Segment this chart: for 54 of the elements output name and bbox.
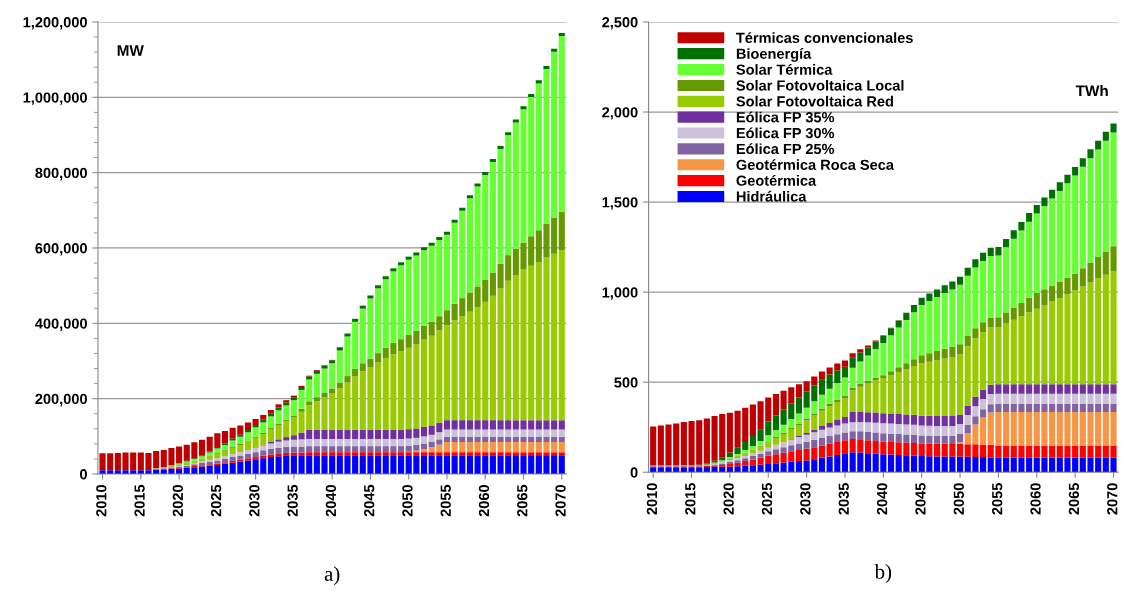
x-tick-label: 2070 bbox=[1107, 483, 1118, 515]
y-tick-label: 2,000 bbox=[602, 107, 638, 120]
legend-label: Hidráulica bbox=[736, 190, 807, 202]
x-tick-label: 2035 bbox=[287, 484, 298, 517]
x-tick-label: 2040 bbox=[325, 485, 337, 517]
legend-label: Bioenergía bbox=[736, 48, 812, 62]
legend-label: Solar Fotovoltaica Local bbox=[736, 79, 904, 91]
text: b) bbox=[874, 564, 892, 583]
y-tick-label: 1,500 bbox=[602, 197, 638, 210]
x-tick-label: 2055 bbox=[992, 483, 1003, 515]
text: a) bbox=[324, 566, 340, 586]
x-tick-label: 2020 bbox=[723, 483, 734, 515]
y-tick-label: 0 bbox=[80, 469, 87, 480]
annotation: TWh bbox=[1075, 85, 1108, 97]
y-tick-label: 800,000 bbox=[35, 167, 87, 181]
y-tick-label: 0 bbox=[630, 467, 638, 478]
y-tick-label: 400,000 bbox=[35, 318, 87, 331]
x-tick-label: 2030 bbox=[800, 483, 811, 515]
x-tick-label: 2010 bbox=[646, 483, 658, 515]
x-tick-label: 2050 bbox=[953, 483, 964, 515]
x-tick-label: 2060 bbox=[478, 485, 490, 517]
x-tick-label: 2045 bbox=[364, 484, 375, 517]
legend-label: Eólica FP 35% bbox=[736, 111, 835, 123]
x-tick-label: 2045 bbox=[915, 483, 926, 515]
annotation: MW bbox=[117, 45, 144, 56]
x-tick-label: 2035 bbox=[838, 483, 849, 515]
y-tick-label: 1,000 bbox=[602, 287, 638, 300]
x-tick-label: 2065 bbox=[1068, 483, 1080, 515]
x-tick-label: 2060 bbox=[1030, 483, 1041, 515]
x-tick-label: 2025 bbox=[761, 483, 773, 515]
y-tick-label: 1,000,000 bbox=[23, 92, 87, 105]
legend-label: Solar Térmica bbox=[736, 63, 833, 75]
x-tick-label: 2055 bbox=[440, 484, 451, 517]
legend-label: Eólica FP 30% bbox=[736, 127, 835, 139]
x-tick-label: 2030 bbox=[249, 485, 260, 517]
x-tick-label: 2070 bbox=[555, 485, 566, 517]
y-tick-label: 500 bbox=[614, 377, 638, 388]
legend-label: Térmicas convencionales bbox=[736, 32, 913, 43]
y-tick-label: 2,500 bbox=[602, 17, 638, 30]
y-tick-label: 1,200,000 bbox=[23, 17, 87, 30]
x-tick-label: 2015 bbox=[685, 483, 696, 515]
y-tick-label: 200,000 bbox=[35, 393, 87, 407]
legend-label: Geotérmica Roca Seca bbox=[736, 159, 895, 170]
x-tick-label: 2040 bbox=[876, 483, 888, 515]
legend-label: Eólica FP 25% bbox=[736, 143, 835, 155]
x-tick-label: 2025 bbox=[210, 484, 222, 517]
legend-label: Solar Fotovoltaica Red bbox=[736, 95, 893, 107]
legend-label: Geotérmica bbox=[736, 174, 817, 186]
y-tick-label: 600,000 bbox=[35, 243, 87, 256]
x-tick-label: 2065 bbox=[517, 484, 528, 517]
x-tick-label: 2050 bbox=[402, 485, 413, 517]
x-tick-label: 2020 bbox=[172, 485, 184, 517]
x-tick-label: 2015 bbox=[134, 484, 145, 517]
x-tick-label: 2010 bbox=[96, 485, 107, 517]
